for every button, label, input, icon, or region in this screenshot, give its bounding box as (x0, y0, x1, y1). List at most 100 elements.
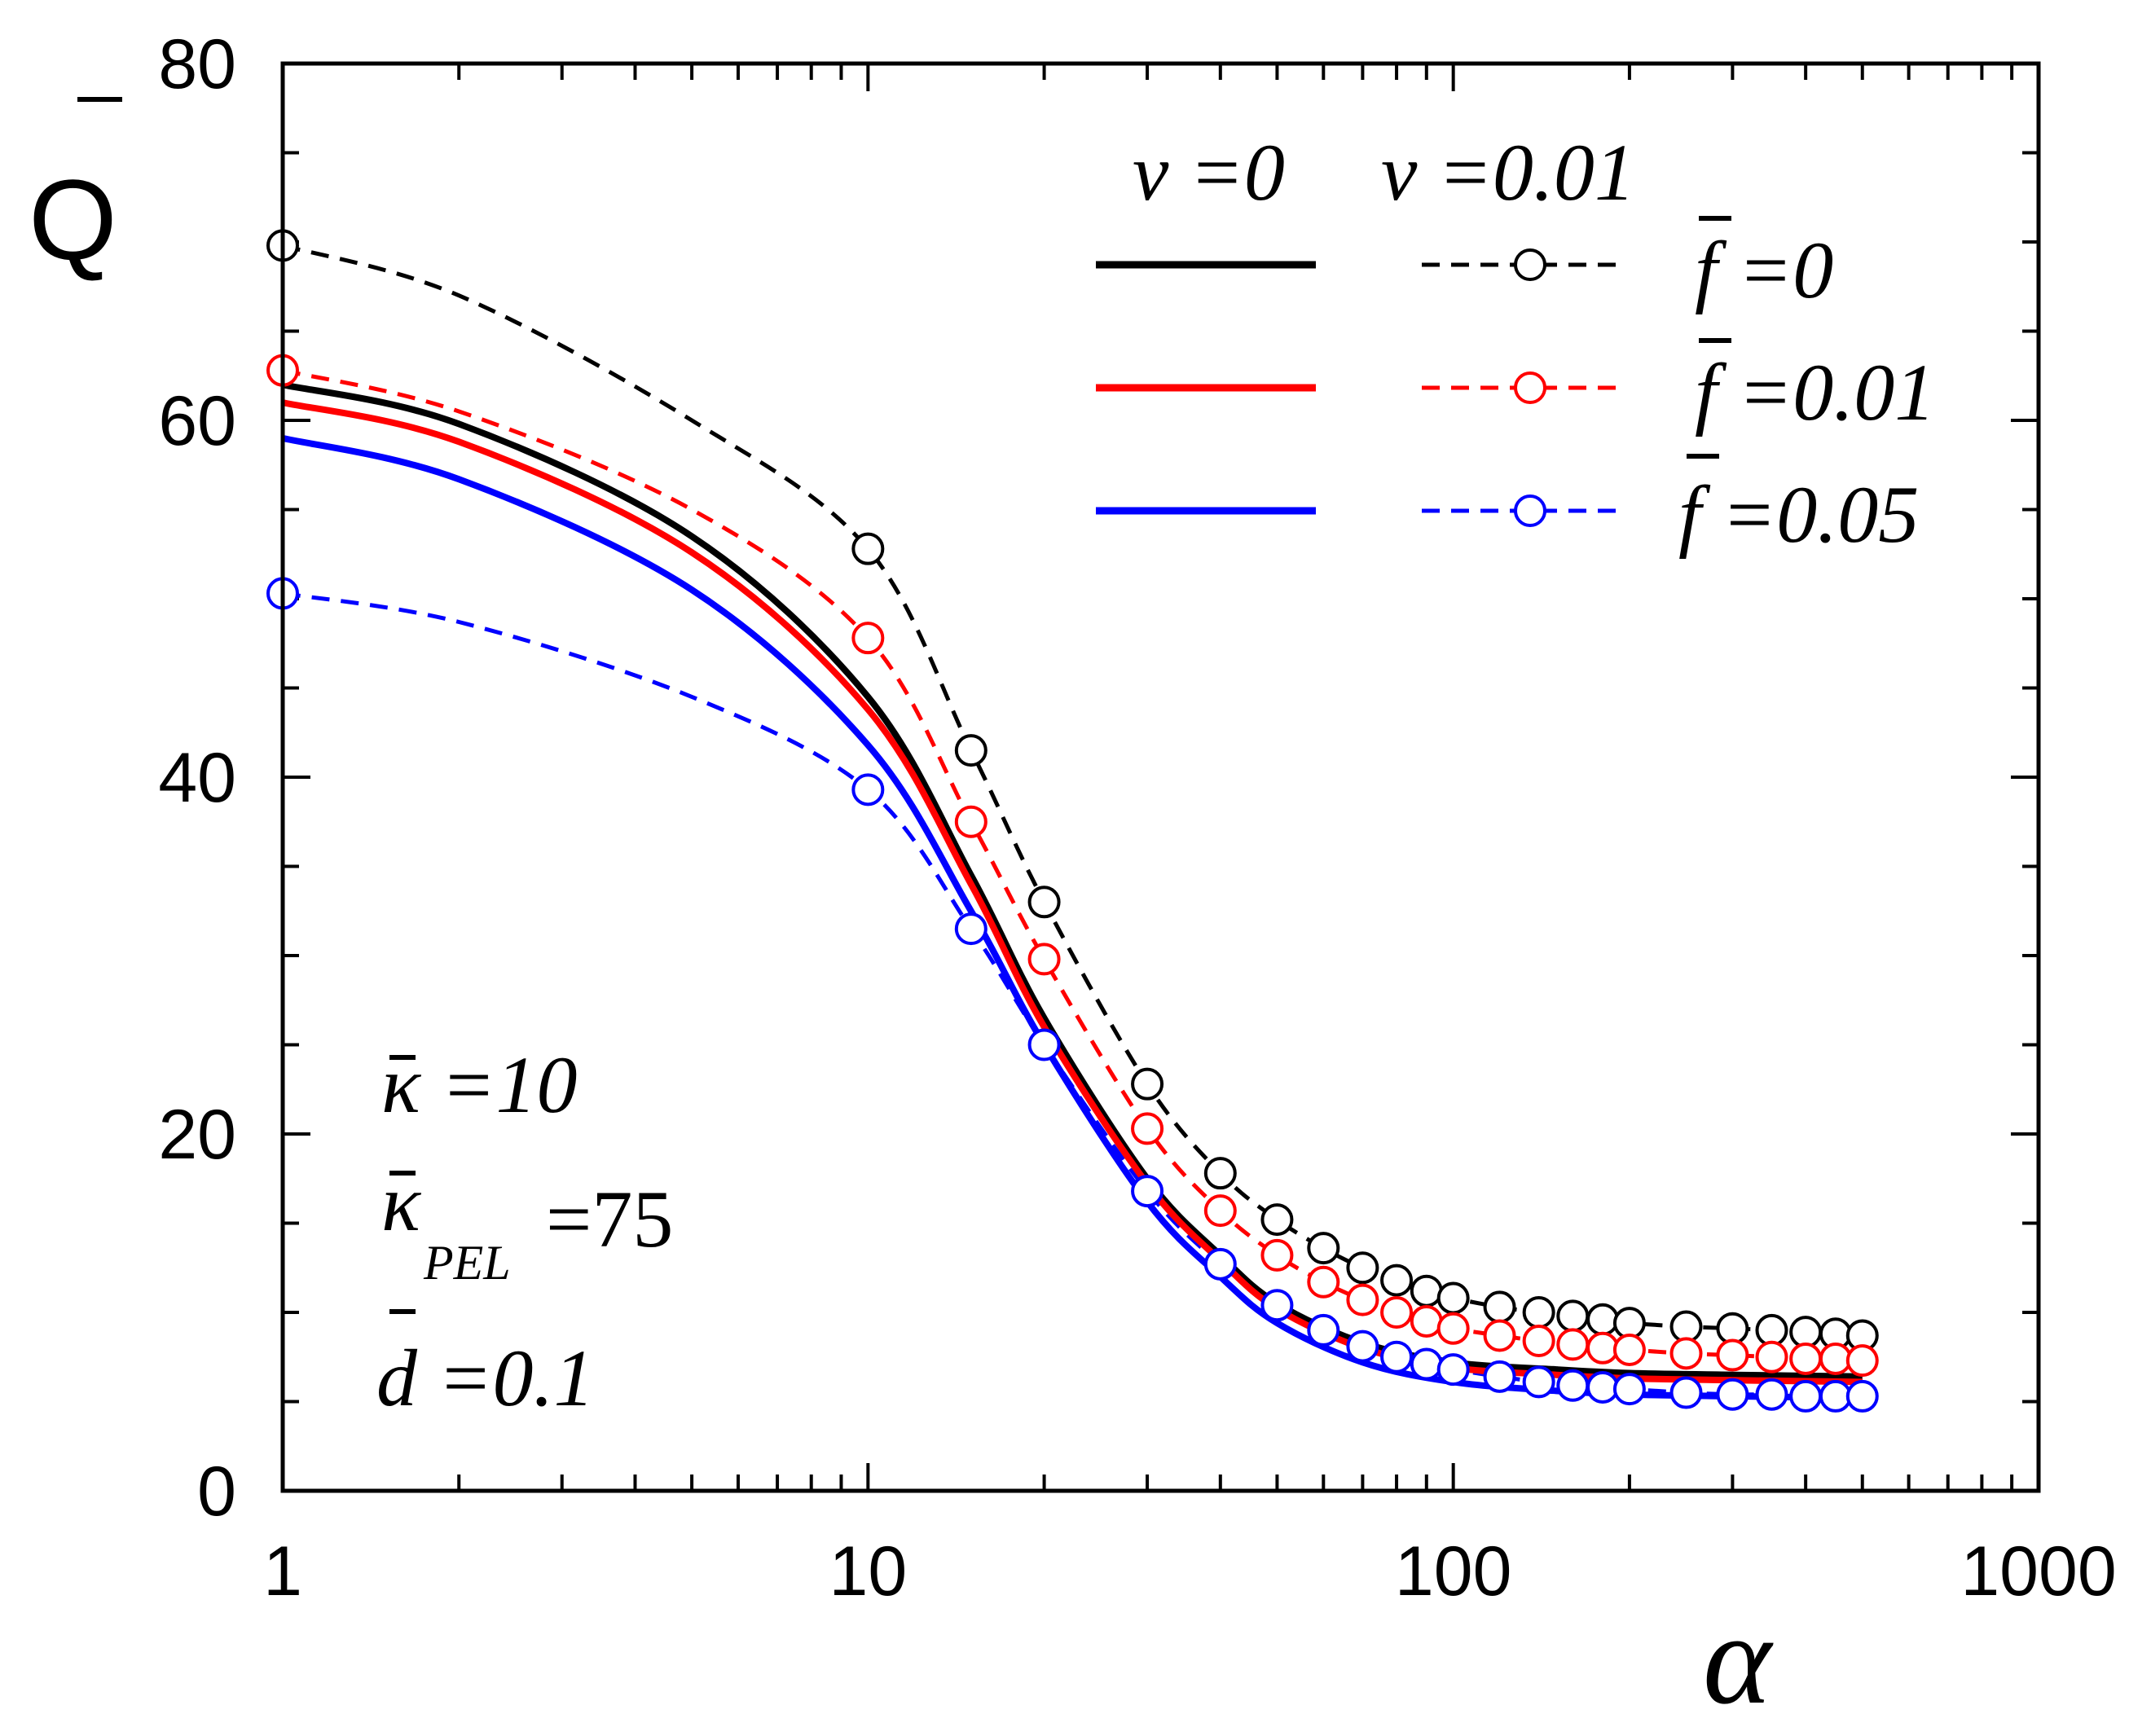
y-axis-label: Q (29, 97, 122, 283)
data-point (1716, 1312, 1749, 1345)
y-tick-label: 0 (197, 1453, 236, 1531)
data-point (1716, 1338, 1749, 1372)
x-axis-label: α (1703, 1586, 1774, 1731)
data-point (1586, 1331, 1620, 1365)
series-layer (266, 229, 1879, 1413)
data-point (1436, 1353, 1470, 1387)
x-tick-label: 100 (1395, 1532, 1512, 1611)
legend-header-dashed: ν =0.01 (1381, 127, 1635, 218)
data-point (1380, 1264, 1414, 1297)
data-point (1612, 1373, 1646, 1406)
data-point (1556, 1328, 1590, 1361)
data-point (1380, 1340, 1414, 1373)
annotation-kappa-pel-value: =75 (546, 1174, 673, 1264)
data-point (954, 734, 988, 767)
data-point (1131, 1067, 1164, 1101)
data-point (1203, 1247, 1237, 1281)
x-tick-label: 1000 (1960, 1532, 2116, 1611)
data-point (1483, 1360, 1516, 1393)
data-point (1819, 1342, 1852, 1375)
legend-marker-black (1514, 248, 1546, 281)
annotation-kappa-pel-symbol: κ (381, 1158, 422, 1248)
data-point (1260, 1203, 1294, 1237)
data-point (1380, 1296, 1414, 1329)
data-point (954, 912, 988, 946)
plot-frame (280, 61, 2041, 1493)
data-point (1789, 1342, 1823, 1375)
series-line (282, 243, 1863, 1338)
legend-label-f001: f =0.01 (1695, 347, 1935, 437)
data-point (1027, 943, 1061, 976)
data-point (1755, 1340, 1788, 1373)
data-point (851, 532, 885, 565)
data-point (1203, 1194, 1237, 1228)
series-line (282, 399, 1863, 1386)
data-point (1612, 1333, 1646, 1366)
legend-marker-blue (1514, 494, 1546, 527)
data-point (1755, 1378, 1788, 1411)
legend-marker-red (1514, 371, 1546, 404)
y-axis-label-text: Q (29, 156, 117, 283)
data-point (1307, 1313, 1340, 1347)
data-point (1131, 1175, 1164, 1208)
annotation-kappa: κ =10 (381, 1039, 577, 1130)
data-point (1556, 1299, 1590, 1333)
data-point (851, 622, 885, 655)
y-tick-label: 20 (158, 1096, 236, 1174)
tick-labels: 1 10 100 1000 0 20 40 60 80 (158, 25, 2116, 1611)
legend-header-solid: ν =0 (1133, 127, 1285, 218)
data-point (1845, 1344, 1879, 1378)
data-point (1203, 1157, 1237, 1190)
data-point (1669, 1376, 1703, 1409)
data-point (1789, 1316, 1823, 1349)
data-point (1669, 1310, 1703, 1343)
data-point (1586, 1370, 1620, 1404)
data-point (1260, 1289, 1294, 1322)
data-point (1522, 1365, 1555, 1399)
data-point (1556, 1369, 1590, 1402)
data-point (1027, 886, 1061, 919)
legend-label-f005: f =0.05 (1678, 469, 1919, 560)
parameter-annotations: κ =10 κ PEL =75 d =0.1 (376, 1039, 673, 1423)
data-point (1346, 1329, 1379, 1363)
data-point (1669, 1337, 1703, 1370)
data-point (1716, 1378, 1749, 1411)
series-line (282, 381, 1863, 1380)
data-point (1346, 1283, 1379, 1316)
data-point (1612, 1307, 1646, 1340)
series-line (282, 591, 1863, 1399)
data-point (1483, 1319, 1516, 1352)
data-point (1307, 1232, 1340, 1265)
data-point (1755, 1313, 1788, 1347)
data-point (1586, 1303, 1620, 1336)
data-point (1436, 1281, 1470, 1315)
y-tick-label: 40 (158, 739, 236, 817)
data-point (1410, 1274, 1443, 1307)
data-point (1436, 1312, 1470, 1345)
data-point (1131, 1112, 1164, 1145)
data-point (1845, 1379, 1879, 1413)
series-line (282, 368, 1863, 1363)
data-point (1346, 1251, 1379, 1285)
data-point (1483, 1290, 1516, 1324)
data-point (1522, 1296, 1555, 1329)
data-point (1819, 1379, 1852, 1413)
axis-ticks (281, 62, 2040, 1492)
data-point (1307, 1265, 1340, 1299)
legend: ν =0 ν =0.01 f =0 f =0.01 f =0.05 (1096, 127, 1935, 560)
series-line (282, 435, 1863, 1402)
data-point (1410, 1347, 1443, 1381)
annotation-d: d =0.1 (376, 1333, 594, 1423)
data-point (851, 773, 885, 806)
data-point (1260, 1238, 1294, 1272)
data-point (1522, 1325, 1555, 1358)
data-point (954, 805, 988, 838)
x-tick-label: 1 (263, 1532, 302, 1611)
data-point (1789, 1379, 1823, 1413)
legend-label-f0: f =0 (1695, 225, 1833, 315)
y-tick-label: 80 (158, 25, 236, 103)
y-tick-label: 60 (158, 382, 236, 460)
data-point (1410, 1304, 1443, 1338)
data-point (1027, 1028, 1061, 1061)
